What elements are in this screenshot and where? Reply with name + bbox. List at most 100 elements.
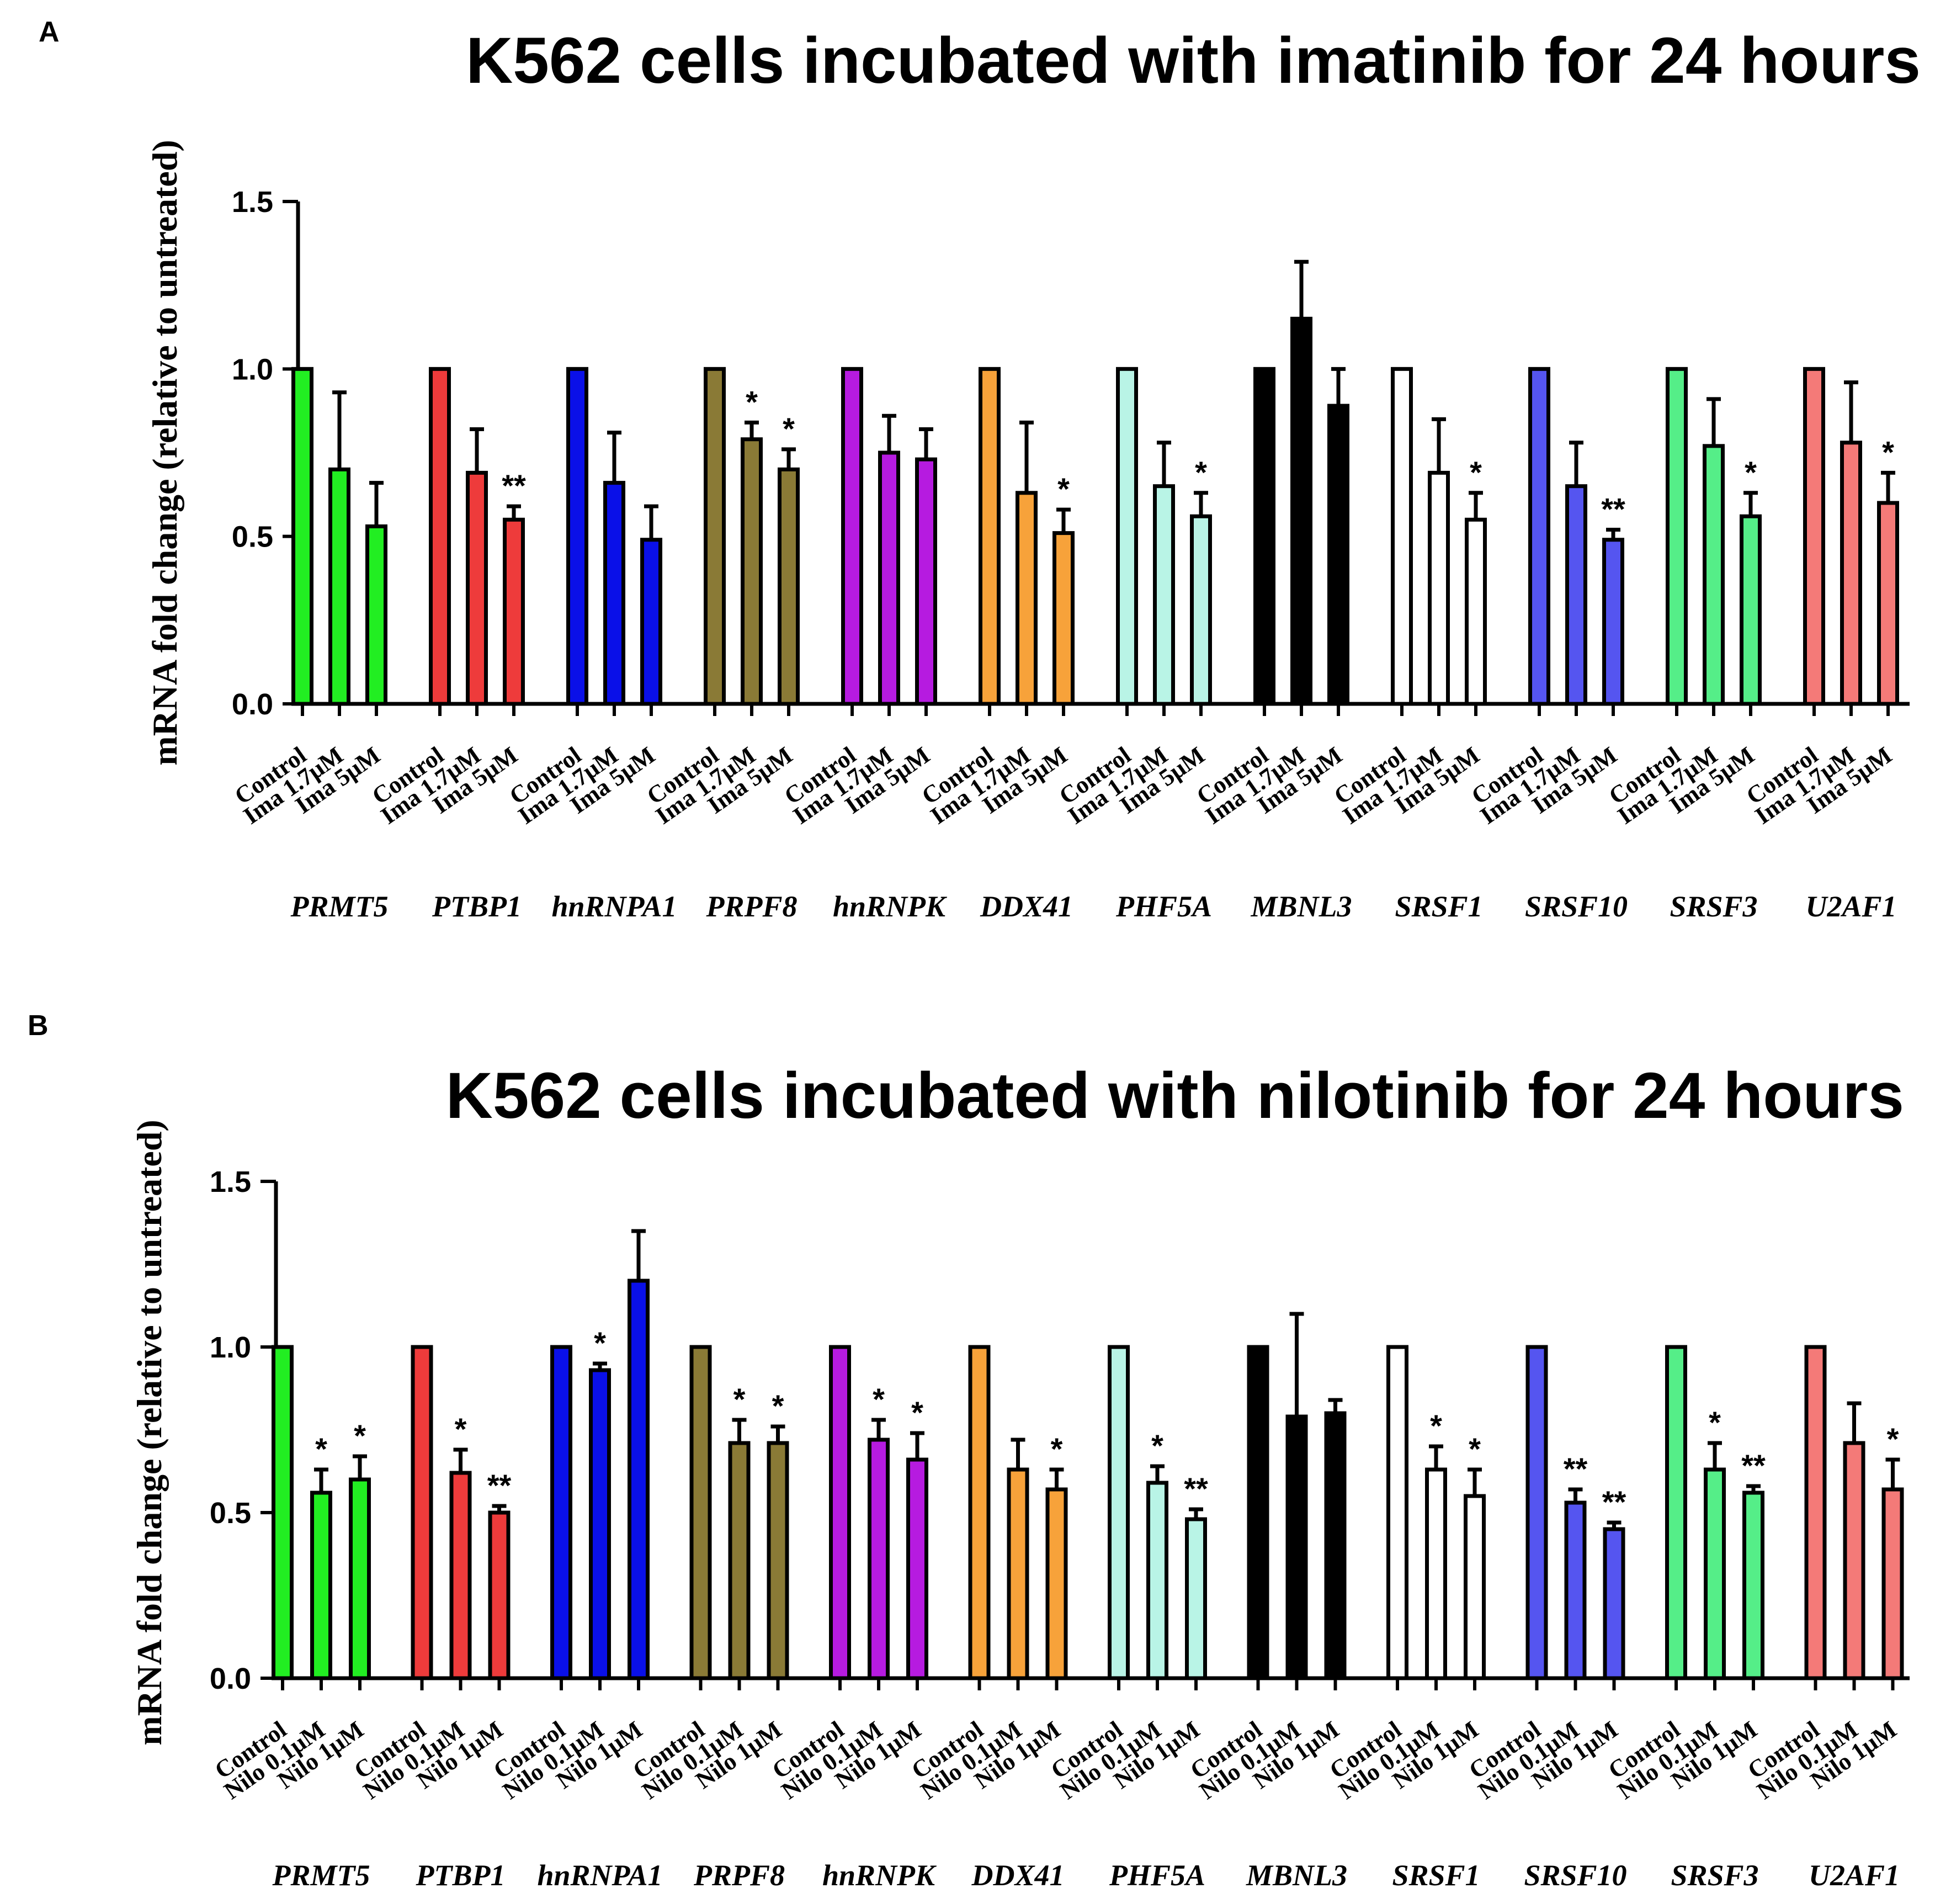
gene-label: U2AF1 [1805, 890, 1896, 923]
y-tick-label: 1.0 [232, 353, 273, 386]
y-tick-label: 1.5 [232, 185, 273, 219]
gene-label: PRPF8 [705, 890, 797, 923]
significance-marker: * [1051, 1431, 1063, 1466]
bar [1742, 1491, 1764, 1680]
gene-label: PRMT5 [272, 1859, 370, 1892]
bar [968, 1345, 991, 1680]
y-tick-label: 0.5 [210, 1497, 251, 1530]
significance-marker: * [911, 1395, 923, 1430]
gene-label: hnRNPA1 [551, 890, 677, 923]
bar [466, 470, 488, 706]
gene-label: MBNL3 [1246, 1859, 1347, 1892]
bar [1843, 1441, 1865, 1680]
bar [1146, 1481, 1168, 1680]
bar [566, 367, 588, 706]
gene-label: DDX41 [971, 1859, 1064, 1892]
bar [1465, 517, 1487, 706]
bar [1665, 1345, 1687, 1680]
significance-marker: * [315, 1431, 327, 1466]
gene-label: SRSF1 [1392, 1859, 1480, 1892]
bar [1703, 444, 1725, 706]
significance-marker: * [1430, 1408, 1442, 1443]
y-tick-label: 0.5 [232, 521, 273, 554]
bar [1704, 1467, 1726, 1680]
bar [310, 1491, 332, 1680]
bar [449, 1471, 472, 1680]
y-tick-label: 1.5 [210, 1165, 251, 1198]
bar [741, 437, 763, 706]
bar [1108, 1345, 1130, 1680]
significance-marker: ** [1184, 1471, 1208, 1506]
chart-title: K562 cells incubated with nilotinib for … [446, 1059, 1904, 1132]
bar [272, 1345, 294, 1680]
y-axis-label: mRNA fold change (relative to untreated) [130, 1120, 169, 1745]
bar [1253, 367, 1275, 706]
bar [1190, 514, 1212, 706]
bar [503, 517, 525, 706]
significance-marker: * [594, 1325, 606, 1360]
bar [1116, 367, 1138, 706]
significance-marker: * [746, 384, 758, 419]
bar [1327, 404, 1349, 706]
significance-marker: * [354, 1418, 366, 1453]
bar [878, 450, 900, 706]
significance-marker: * [455, 1412, 467, 1446]
bar [1603, 1527, 1625, 1680]
y-tick-label: 0.0 [210, 1662, 251, 1695]
gene-label: DDX41 [980, 890, 1073, 923]
bar [704, 367, 726, 706]
panel-A: A K562 cells incubated with imatinib for … [39, 16, 1921, 923]
y-tick-label: 1.0 [210, 1331, 251, 1364]
gene-label: MBNL3 [1250, 890, 1352, 923]
gene-label: PTBP1 [432, 890, 522, 923]
gene-label: SRSF10 [1525, 890, 1628, 923]
bar [728, 1441, 751, 1680]
panel-letter: A [39, 16, 60, 48]
significance-marker: ** [1741, 1448, 1766, 1483]
bar [349, 1477, 371, 1680]
bar [1007, 1467, 1029, 1680]
bar [429, 367, 451, 706]
bar [1290, 316, 1312, 706]
bar [640, 538, 662, 706]
bar [291, 367, 313, 706]
bar [1525, 1345, 1548, 1680]
significance-marker: * [1469, 1431, 1481, 1466]
bar [1803, 367, 1825, 706]
significance-marker: * [1470, 455, 1482, 490]
significance-marker: * [1882, 434, 1894, 469]
bar [328, 467, 350, 706]
significance-marker: * [1151, 1428, 1163, 1463]
bar [979, 367, 1001, 706]
bar [1386, 1345, 1408, 1680]
significance-marker: * [783, 411, 795, 446]
significance-marker: * [772, 1388, 784, 1423]
bar [1740, 514, 1762, 706]
bar [868, 1438, 890, 1680]
gene-label: hnRNPA1 [537, 1859, 662, 1892]
bar [1666, 367, 1688, 706]
bar [488, 1510, 511, 1680]
gene-label: SRSF10 [1524, 1859, 1626, 1892]
bar [550, 1345, 572, 1680]
gene-label: SRSF3 [1670, 890, 1757, 923]
bar [411, 1345, 433, 1680]
gene-label: PTBP1 [416, 1859, 506, 1892]
y-axis-label: mRNA fold change (relative to untreated) [145, 140, 184, 765]
panel-B: B K562 cells incubated with nilotinib for… [28, 1010, 1910, 1892]
